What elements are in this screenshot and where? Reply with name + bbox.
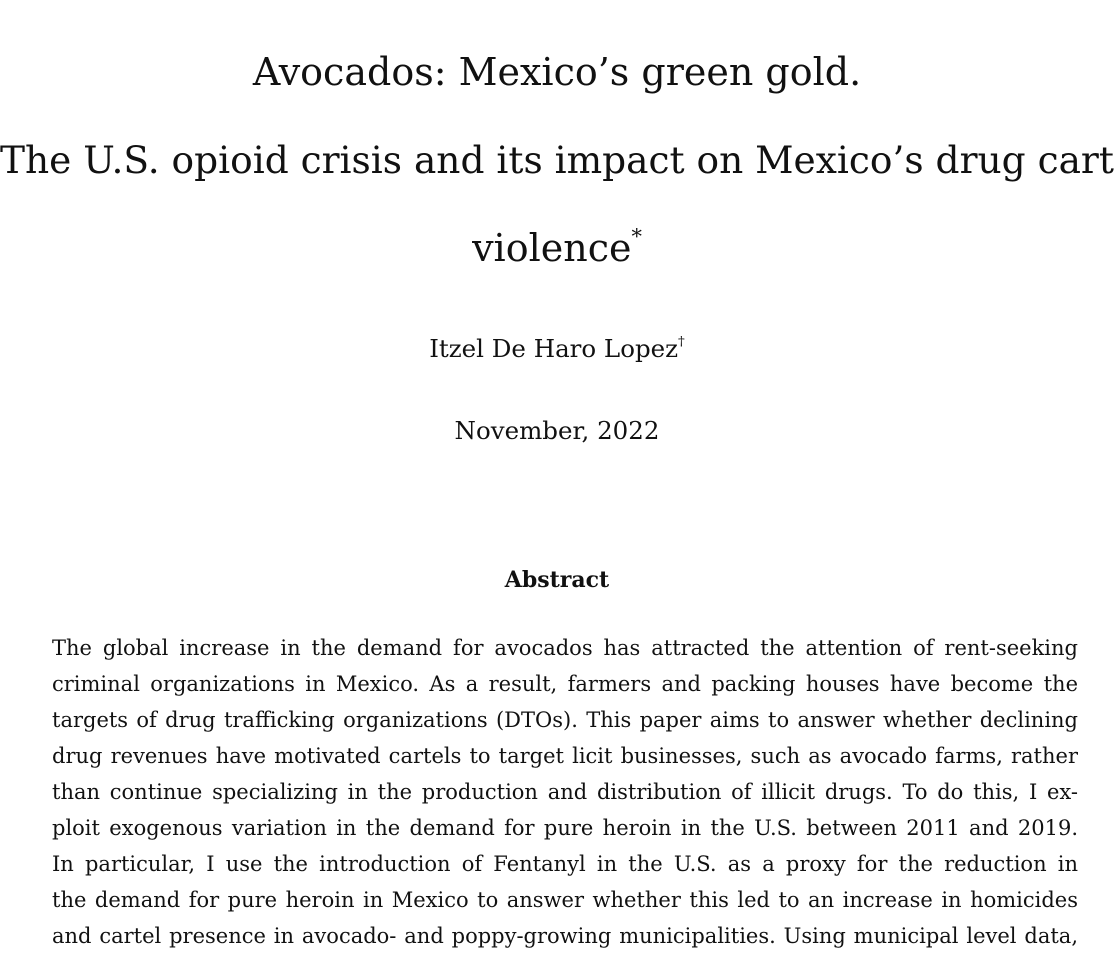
- author-name: Itzel De Haro Lopez: [429, 334, 679, 363]
- abstract-line: than continue specializing in the produc…: [52, 780, 1078, 804]
- paper-title-line-3: violence*: [0, 226, 1114, 270]
- paper-title-line-1: Avocados: Mexico’s green gold.: [252, 50, 862, 94]
- abstract-line: drug revenues have motivated cartels to …: [52, 744, 1078, 768]
- abstract-line: and cartel presence in avocado- and popp…: [52, 924, 1078, 948]
- abstract-line: targets of drug trafficking organization…: [52, 708, 1078, 732]
- abstract-body: The global increase in the demand for av…: [52, 630, 1078, 954]
- paper-title-line-2: The U.S. opioid crisis and its impact on…: [0, 138, 1114, 182]
- title-footnote-mark: *: [631, 224, 642, 249]
- publication-date: November, 2022: [454, 416, 660, 445]
- abstract-heading: Abstract: [504, 567, 610, 593]
- abstract-line: criminal organizations in Mexico. As a r…: [52, 672, 1078, 696]
- author-footnote-mark: †: [678, 333, 685, 350]
- abstract-line: The global increase in the demand for av…: [52, 636, 1078, 660]
- paper-title-line-3-text: violence: [472, 226, 632, 270]
- abstract-line: In particular, I use the introduction of…: [52, 852, 1078, 876]
- abstract-line: the demand for pure heroin in Mexico to …: [52, 888, 1078, 912]
- abstract-line: ploit exogenous variation in the demand …: [52, 816, 1078, 840]
- author-line: Itzel De Haro Lopez†: [0, 334, 1114, 364]
